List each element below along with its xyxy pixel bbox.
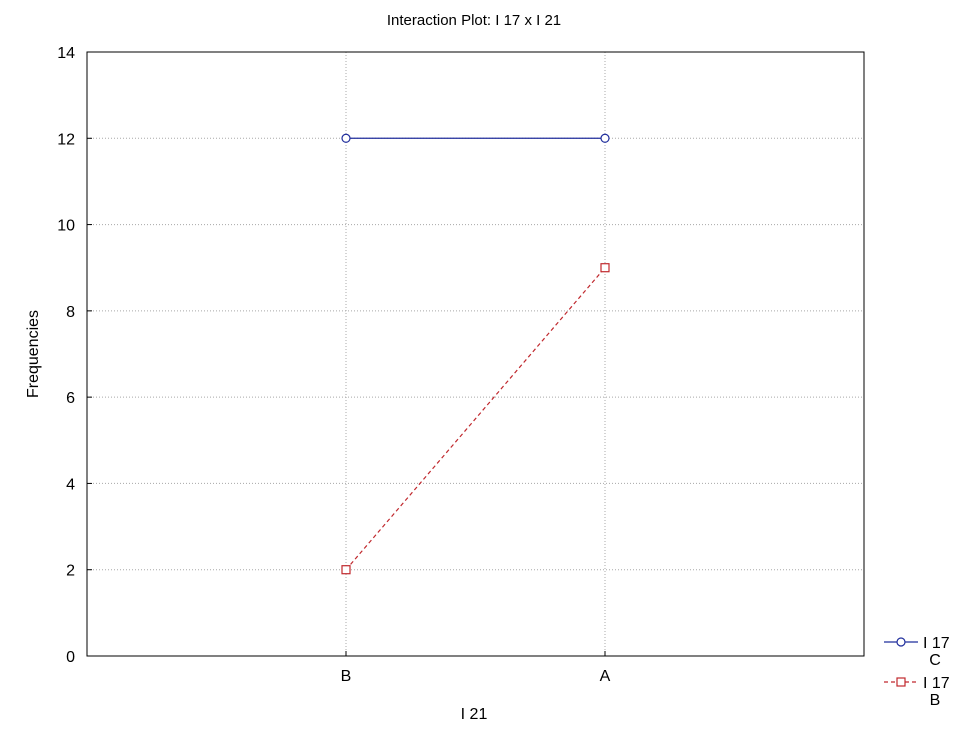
x-tick-label: B xyxy=(341,668,352,685)
series-1 xyxy=(341,133,610,143)
y-tick-label: 10 xyxy=(57,218,75,235)
chart-title: Interaction Plot: I 17 x I 21 xyxy=(387,12,561,29)
plot-frame xyxy=(86,51,865,657)
y-tick-label: 14 xyxy=(57,45,75,62)
data-point xyxy=(600,263,610,273)
legend-marker xyxy=(896,637,906,647)
y-tick-label: 8 xyxy=(66,304,75,321)
y-tick-label: 6 xyxy=(66,390,75,407)
legend-label: I 17 xyxy=(923,635,950,652)
series xyxy=(341,133,610,575)
legend-label: I 17 xyxy=(923,675,950,692)
x-axis-title: I 21 xyxy=(461,706,488,723)
y-axis-ticks: 0 2 4 6 8 10 12 14 xyxy=(57,45,92,666)
series-line xyxy=(345,267,606,571)
y-axis-title: Frequencies xyxy=(25,310,42,398)
legend-sublabel: B xyxy=(930,692,941,709)
legend-item: I 17B xyxy=(884,675,950,709)
y-tick-label: 0 xyxy=(66,649,75,666)
legend-item: I 17C xyxy=(884,635,950,669)
y-tick-label: 12 xyxy=(57,131,75,148)
data-point xyxy=(341,133,351,143)
data-point xyxy=(341,565,351,575)
legend-sublabel: C xyxy=(929,652,941,669)
series-2 xyxy=(341,263,610,575)
gridlines xyxy=(87,52,864,656)
data-point xyxy=(600,133,610,143)
x-tick-label: A xyxy=(600,668,611,685)
y-tick-label: 4 xyxy=(66,476,75,493)
legend-marker xyxy=(896,677,906,687)
y-tick-label: 2 xyxy=(66,563,75,580)
